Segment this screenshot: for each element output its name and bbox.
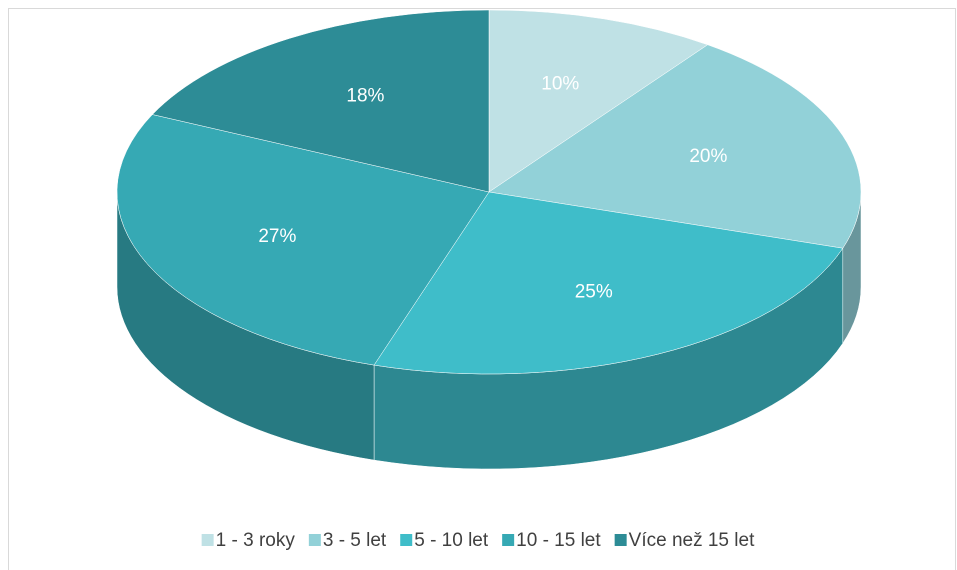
data-label: 27% (258, 226, 296, 247)
data-label: 10% (541, 74, 579, 95)
chart-frame (8, 8, 956, 570)
legend: 1 - 3 roky 3 - 5 let 5 - 10 let 10 - 15 let… (201, 530, 755, 551)
pie-slice (116, 114, 490, 366)
pie-slice (151, 9, 490, 193)
data-label: 20% (689, 146, 727, 167)
legend-label: 5 - 10 let (414, 530, 489, 551)
legend-swatch (502, 534, 515, 546)
pie-slice (488, 9, 709, 193)
pie-tops (116, 9, 862, 375)
pie-slice (488, 44, 862, 249)
data-label: 25% (575, 282, 613, 303)
legend-swatch (614, 534, 627, 546)
legend-label: Více než 15 let (629, 530, 755, 551)
legend-label: 1 - 3 roky (216, 530, 296, 551)
legend-swatch (201, 534, 214, 546)
data-label: 18% (346, 86, 384, 107)
pie-slice (373, 191, 844, 375)
legend-swatch (308, 534, 321, 546)
legend-label: 10 - 15 let (516, 530, 601, 551)
legend-label: 3 - 5 let (323, 530, 387, 551)
legend-swatch (400, 534, 413, 546)
